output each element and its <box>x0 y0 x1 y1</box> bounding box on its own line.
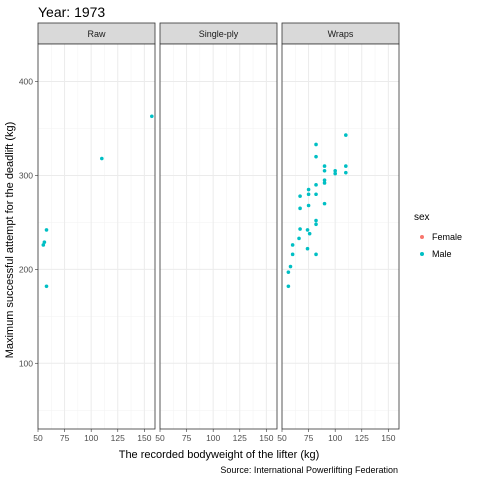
data-point <box>314 183 318 187</box>
facet-strip-label: Wraps <box>328 29 354 39</box>
data-point <box>100 156 104 161</box>
legend-entries: Female Male <box>420 232 462 259</box>
legend-label-female: Female <box>432 232 462 242</box>
y-tick-label: 300 <box>19 170 33 180</box>
x-tick-label: 100 <box>84 433 98 443</box>
data-point <box>314 222 318 227</box>
data-point <box>314 142 318 147</box>
data-point <box>333 171 337 176</box>
legend-key-male <box>420 252 424 256</box>
data-point <box>322 168 327 173</box>
data-point <box>298 194 302 198</box>
data-point <box>306 192 311 197</box>
y-axis-title: Maximum successful attempt for the deadl… <box>4 122 16 359</box>
chart-title: Year: 1973 <box>38 4 105 20</box>
data-point <box>306 203 311 208</box>
legend-key-female <box>420 235 424 239</box>
data-point <box>44 228 49 232</box>
data-point <box>314 218 318 223</box>
facet-panel-single-ply: Single-ply 50 75 100 125 150 <box>155 22 278 443</box>
data-point <box>298 206 302 211</box>
x-axis-title: The recorded bodyweight of the lifter (k… <box>119 449 320 461</box>
data-point <box>286 270 291 274</box>
x-tick-label: 50 <box>155 433 165 443</box>
data-point <box>314 154 318 159</box>
x-tick-label: 125 <box>355 433 369 443</box>
x-tick-label: 50 <box>33 433 43 443</box>
data-point <box>306 187 311 192</box>
x-tick-label: 100 <box>328 433 342 443</box>
data-point <box>44 284 49 289</box>
y-tick-label: 100 <box>19 358 33 368</box>
x-tick-label: 100 <box>206 433 220 443</box>
data-point <box>286 284 291 289</box>
data-point <box>314 192 318 197</box>
y-tick-label: 200 <box>19 264 33 274</box>
facet-strip-label: Raw <box>87 29 106 39</box>
x-tick-label: 150 <box>381 433 395 443</box>
data-point <box>305 228 310 232</box>
data-point <box>344 164 348 168</box>
panel-border <box>37 43 156 430</box>
data-point <box>322 178 327 182</box>
data-point <box>322 181 327 185</box>
x-tick-label: 150 <box>137 433 151 443</box>
data-point <box>322 164 327 168</box>
panel-background <box>160 44 277 429</box>
data-point <box>314 252 318 257</box>
data-point <box>322 201 327 206</box>
y-tick-label: 400 <box>19 77 33 87</box>
x-tick-label: 125 <box>233 433 247 443</box>
legend: sex Female Male <box>414 212 462 259</box>
data-point <box>42 240 47 244</box>
facet-strip-label: Single-ply <box>199 29 239 39</box>
source-caption: Source: International Powerlifting Feder… <box>220 465 398 475</box>
data-point <box>333 168 337 173</box>
x-tick-label: 75 <box>182 433 192 443</box>
data-point <box>344 133 348 137</box>
data-point <box>298 227 302 231</box>
panel-background <box>38 44 155 429</box>
data-point <box>305 246 310 251</box>
panel-border <box>159 43 278 430</box>
data-point <box>150 114 154 119</box>
data-point <box>290 252 295 257</box>
data-point <box>290 243 295 247</box>
x-tick-label: 50 <box>277 433 287 443</box>
panel-background <box>282 44 399 429</box>
x-tick-label: 75 <box>60 433 70 443</box>
x-tick-label: 150 <box>259 433 273 443</box>
panel-border <box>281 43 400 430</box>
data-point <box>344 170 348 175</box>
x-tick-label: 125 <box>111 433 125 443</box>
panels-layer: Raw 50 75 100 125 150 100 200 300 400 Single-ply 50… <box>19 22 400 443</box>
x-tick-label: 75 <box>304 433 314 443</box>
data-point <box>307 231 312 236</box>
data-point <box>41 243 46 247</box>
data-point <box>288 264 293 269</box>
facet-panel-wraps: Wraps 50 75 100 125 150 <box>277 22 400 443</box>
facet-panel-raw: Raw 50 75 100 125 150 100 200 300 400 <box>19 22 156 443</box>
data-point <box>297 236 301 241</box>
legend-title: sex <box>414 212 430 223</box>
legend-label-male: Male <box>432 249 452 259</box>
